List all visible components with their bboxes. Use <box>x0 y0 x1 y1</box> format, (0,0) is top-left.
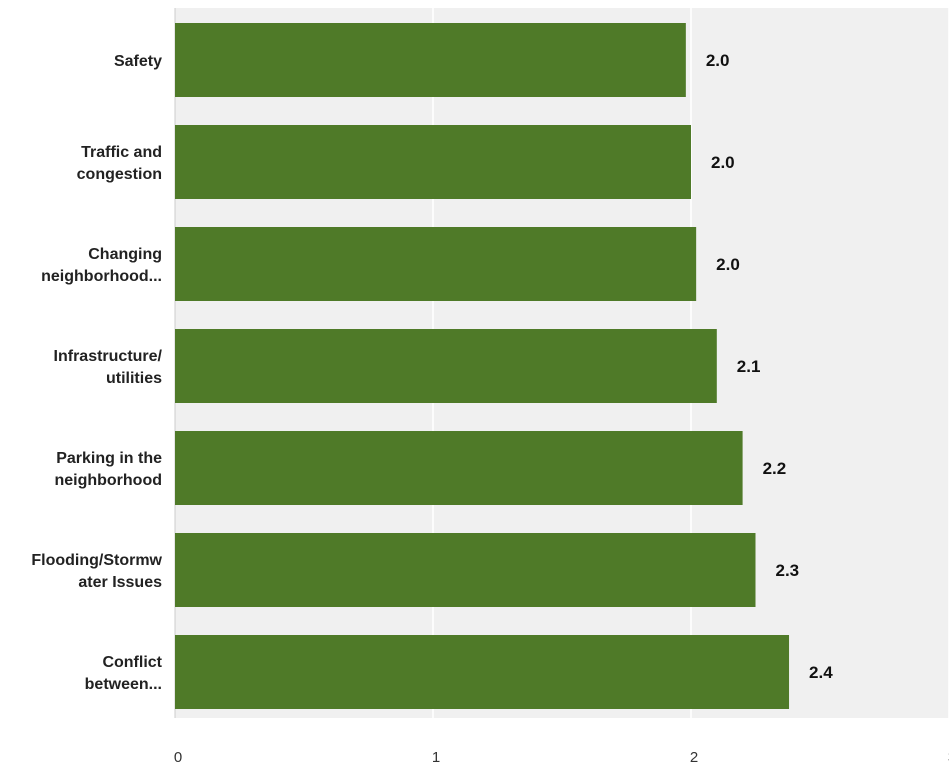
value-labels: 2.0 2.0 2.0 2.1 2.2 2.3 2.4 <box>706 51 833 682</box>
bar <box>175 431 743 505</box>
x-tick-label: 2 <box>690 749 698 766</box>
value-label: 2.2 <box>763 459 787 478</box>
x-tick-label: 0 <box>174 749 182 766</box>
category-label-line: Safety <box>114 53 162 70</box>
bars-group <box>175 23 790 709</box>
category-label-line: utilities <box>106 370 162 387</box>
category-label: Infrastructure/utilities <box>54 348 163 387</box>
category-label: Changing neighborhood... <box>41 246 162 285</box>
bar <box>175 329 717 403</box>
category-label-line: Infrastructure/ <box>54 348 163 365</box>
category-labels: Safety Traffic and congestion Changing neigh… <box>31 53 162 693</box>
category-label-line: Traffic and <box>81 144 162 161</box>
category-label-line: Parking in the <box>56 450 162 467</box>
category-label-line: ater Issues <box>78 574 162 591</box>
value-label: 2.4 <box>809 663 833 682</box>
x-tick-labels: 0 1 2 3 <box>174 749 949 766</box>
value-label: 2.0 <box>711 153 735 172</box>
value-label: 2.1 <box>737 357 761 376</box>
category-label-line: Conflict <box>102 654 162 671</box>
category-label: Flooding/Stormw ater Issues <box>31 552 162 591</box>
bar <box>175 635 790 709</box>
category-label-line: congestion <box>77 166 162 183</box>
bar <box>175 23 686 97</box>
x-tick-label: 3 <box>948 749 949 766</box>
bar <box>175 227 697 301</box>
value-label: 2.3 <box>776 561 800 580</box>
category-label: Safety <box>114 53 162 70</box>
x-tick-label: 1 <box>432 749 440 766</box>
category-label-line: Flooding/Stormw <box>31 552 162 569</box>
value-label: 2.0 <box>706 51 730 70</box>
category-label-line: Changing <box>88 246 162 263</box>
category-label-line: neighborhood... <box>41 268 162 285</box>
category-label-line: between... <box>85 676 162 693</box>
value-label: 2.0 <box>716 255 740 274</box>
category-label: Parking in the neighborhood <box>54 450 162 489</box>
category-label: Conflict between... <box>85 654 163 693</box>
category-label-line: neighborhood <box>54 472 162 489</box>
category-label: Traffic and congestion <box>77 144 162 183</box>
bar <box>175 125 691 199</box>
bar <box>175 533 756 607</box>
